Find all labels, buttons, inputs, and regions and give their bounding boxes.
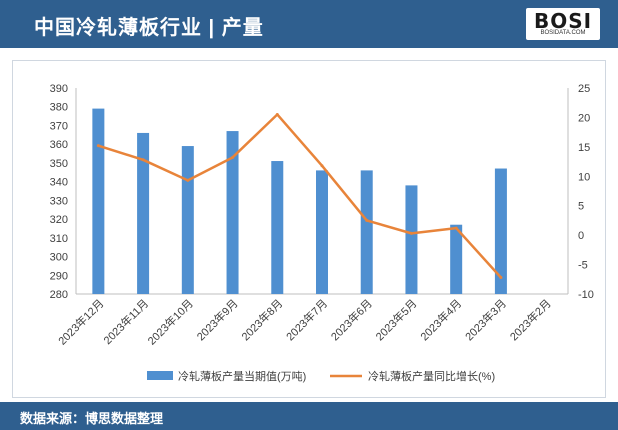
line-point — [499, 276, 503, 280]
left-axis-tick-label: 350 — [50, 158, 68, 170]
left-axis-tick-label: 360 — [50, 139, 68, 151]
logo-wordmark: BOSI — [533, 9, 593, 33]
line-yoy-growth — [97, 113, 502, 279]
brand-logo: BOSI BOSIDATA.COM — [526, 8, 600, 40]
line-point — [365, 218, 369, 222]
right-axis-tick-label: 5 — [578, 201, 584, 213]
line-point — [409, 231, 413, 235]
left-axis-tick-label: 370 — [50, 120, 68, 132]
footer-bar: 数据来源：博思数据整理 — [0, 402, 618, 430]
right-axis-tick-label: 20 — [578, 112, 590, 124]
x-category-label: 2023年12月 — [55, 296, 106, 347]
bar-production — [271, 161, 284, 294]
line-point — [141, 158, 145, 162]
left-axis-tick-label: 280 — [50, 289, 68, 301]
bar-production — [137, 132, 150, 294]
bar-production — [450, 224, 463, 294]
x-category-label: 2023年6月 — [328, 296, 375, 343]
left-axis-tick-label: 340 — [50, 177, 68, 189]
bar-production — [494, 168, 507, 294]
left-axis-tick-label: 320 — [50, 214, 68, 226]
line-point — [186, 178, 190, 182]
page-title: 中国冷轧薄板行业 | 产量 — [34, 17, 264, 39]
legend-label-bar: 冷轧薄板产量当期值(万吨) — [178, 369, 306, 383]
bar-production — [360, 170, 373, 294]
header-bar: 中国冷轧薄板行业 | 产量 BOSI BOSIDATA.COM — [0, 0, 618, 48]
x-category-label: 2023年11月 — [100, 296, 151, 347]
left-axis-tick-label: 330 — [50, 195, 68, 207]
bar-production — [226, 131, 239, 294]
x-category-label: 2023年8月 — [238, 296, 285, 343]
x-category-label: 2023年10月 — [145, 296, 196, 347]
left-axis-tick-label: 290 — [50, 270, 68, 282]
line-point — [320, 164, 324, 168]
x-category-label: 2023年4月 — [417, 296, 464, 343]
x-category-label: 2023年9月 — [194, 296, 241, 343]
legend-swatch-bar — [147, 371, 173, 380]
line-point — [96, 144, 100, 148]
bar-production — [316, 170, 328, 294]
left-axis-tick-label: 390 — [50, 83, 68, 95]
logo-domain: BOSIDATA.COM — [540, 30, 586, 36]
left-axis-tick-label: 380 — [50, 102, 68, 114]
right-axis-tick-label: -10 — [578, 289, 594, 301]
bar-production — [405, 185, 418, 294]
x-category-label: 2023年7月 — [283, 296, 330, 343]
right-axis-tick-label: 25 — [578, 83, 590, 95]
left-axis-tick-label: 300 — [50, 252, 68, 264]
right-axis-tick-label: 15 — [578, 142, 590, 154]
line-point — [454, 226, 458, 230]
left-axis-tick-label: 310 — [50, 233, 68, 245]
x-category-label: 2023年2月 — [507, 296, 554, 343]
bar-production — [181, 146, 194, 294]
right-axis-tick-label: 10 — [578, 171, 590, 183]
right-axis-tick-label: 0 — [578, 230, 584, 242]
line-point — [231, 155, 235, 159]
plot-panel — [12, 60, 606, 398]
right-axis-tick-label: -5 — [578, 260, 588, 272]
bar-production — [92, 108, 105, 294]
x-category-label: 2023年5月 — [372, 296, 419, 343]
x-category-label: 2023年3月 — [462, 296, 509, 343]
data-source: 数据来源：博思数据整理 — [20, 411, 164, 426]
legend-label-line: 冷轧薄板产量同比增长(%) — [368, 369, 495, 383]
line-point — [275, 112, 279, 116]
